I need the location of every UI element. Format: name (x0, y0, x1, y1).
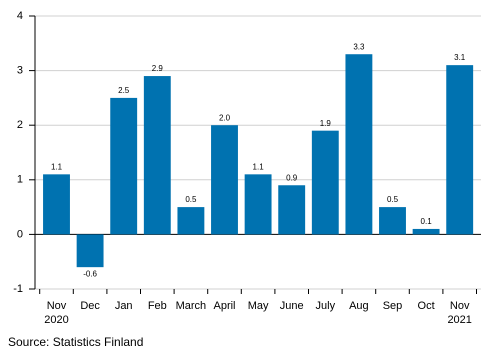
x-tick-label: May (247, 300, 269, 312)
bar (345, 54, 373, 235)
bar (244, 174, 272, 235)
x-tick-label: April (213, 300, 236, 312)
x-tick-label: Sep (382, 300, 403, 312)
x-tick-label: Dec (80, 300, 100, 312)
source-note: Source: Statistics Finland (8, 335, 144, 349)
value-label: 1.1 (51, 162, 63, 171)
value-label: 2.0 (219, 113, 231, 122)
bar (278, 185, 306, 235)
value-label: 1.1 (253, 162, 265, 171)
value-label: 2.9 (152, 64, 164, 73)
x-tick-label: Feb (147, 300, 167, 312)
bar (177, 207, 205, 235)
x-tick-label: Aug (349, 300, 369, 312)
value-label: 0.9 (286, 173, 298, 182)
x-tick-label: March (175, 300, 207, 312)
bar (379, 207, 406, 235)
value-label: -0.6 (83, 269, 97, 278)
y-tick-label: 3 (17, 65, 23, 77)
bar (311, 130, 339, 235)
x-tick-label: Jan (114, 300, 133, 312)
value-label: 0.5 (185, 195, 197, 204)
y-tick-label: 0 (17, 228, 23, 240)
x-tick-label: June (279, 300, 304, 312)
x-tick-label: Oct (417, 300, 435, 312)
bar (446, 65, 474, 235)
y-tick-label: 4 (17, 10, 23, 22)
y-tick-label: -1 (13, 283, 23, 295)
x-tick-label: July (315, 300, 336, 312)
value-label: 3.1 (454, 53, 466, 62)
bar (211, 125, 238, 235)
value-label: 0.5 (387, 195, 399, 204)
bar (76, 234, 104, 268)
bar (143, 76, 171, 235)
bar (43, 174, 70, 235)
bar (412, 228, 440, 235)
value-label: 3.3 (353, 42, 365, 51)
value-label: 1.9 (320, 119, 332, 128)
value-label: 0.1 (421, 217, 433, 226)
y-tick-label: 2 (17, 119, 23, 131)
x-tick-label: Nov 2021 (447, 300, 472, 326)
value-label: 2.5 (118, 86, 130, 95)
x-tick-label: Nov 2020 (44, 300, 69, 326)
y-tick-label: 1 (17, 174, 23, 186)
bar (110, 97, 138, 235)
